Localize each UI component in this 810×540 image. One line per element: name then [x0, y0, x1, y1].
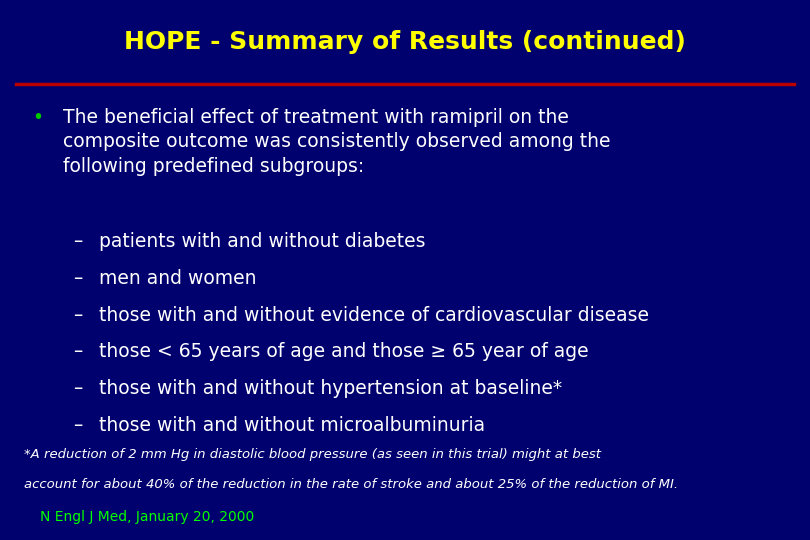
Text: •: •	[32, 108, 44, 127]
Text: N Engl J Med, January 20, 2000: N Engl J Med, January 20, 2000	[40, 510, 255, 524]
Text: –: –	[73, 306, 82, 325]
Text: account for about 40% of the reduction in the rate of stroke and about 25% of th: account for about 40% of the reduction i…	[24, 478, 679, 491]
Text: –: –	[73, 416, 82, 435]
Text: HOPE - Summary of Results (continued): HOPE - Summary of Results (continued)	[124, 30, 686, 53]
Text: The beneficial effect of treatment with ramipril on the
composite outcome was co: The beneficial effect of treatment with …	[63, 108, 611, 176]
Text: –: –	[73, 342, 82, 361]
Text: *A reduction of 2 mm Hg in diastolic blood pressure (as seen in this trial) migh: *A reduction of 2 mm Hg in diastolic blo…	[24, 448, 601, 461]
Text: men and women: men and women	[99, 269, 256, 288]
Text: those with and without evidence of cardiovascular disease: those with and without evidence of cardi…	[99, 306, 649, 325]
Text: –: –	[73, 269, 82, 288]
Text: those < 65 years of age and those ≥ 65 year of age: those < 65 years of age and those ≥ 65 y…	[99, 342, 588, 361]
Text: patients with and without diabetes: patients with and without diabetes	[99, 232, 425, 251]
Text: –: –	[73, 379, 82, 398]
Text: those with and without microalbuminuria: those with and without microalbuminuria	[99, 416, 485, 435]
Text: –: –	[73, 232, 82, 251]
Text: those with and without hypertension at baseline*: those with and without hypertension at b…	[99, 379, 562, 398]
